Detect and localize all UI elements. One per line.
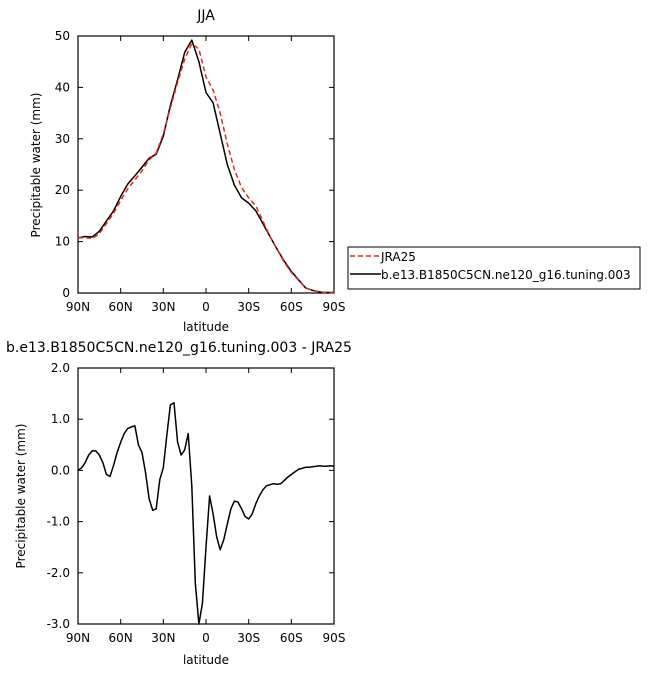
top-x-tick-label: 30S [237, 300, 260, 314]
bottom-chart-title: b.e13.B1850C5CN.ne120_g16.tuning.003 - J… [6, 340, 352, 356]
bottom-x-tick-label: 60S [280, 631, 303, 645]
bottom-ticks: 90N 60N 30N 0 30S 60S 90S -3.0 -2.0 -1.0 0.0 1.0 2.0 [47, 361, 346, 645]
bottom-x-tick-label: 0 [202, 631, 210, 645]
bottom-y-tick-label: -2.0 [47, 566, 70, 580]
top-x-tick-label: 60N [109, 300, 133, 314]
top-x-tick-label: 90N [66, 300, 90, 314]
bottom-x-axis-label: latitude [183, 653, 229, 667]
bottom-plot-frame [77, 367, 335, 625]
bottom-y-axis-label: Precipitable water (mm) [14, 424, 28, 569]
top-y-tick-label: 10 [55, 235, 70, 249]
top-y-tick-label: 30 [55, 132, 70, 146]
top-y-tick-label: 20 [55, 183, 70, 197]
top-x-tick-label: 0 [202, 300, 210, 314]
bottom-x-tick-label: 90S [323, 631, 346, 645]
bottom-y-tick-label: -1.0 [47, 515, 70, 529]
top-chart-title: JJA [196, 8, 215, 24]
top-series-line-0 [77, 42, 334, 294]
top-x-tick-label: 90S [323, 300, 346, 314]
bottom-x-tick-label: 60N [109, 631, 133, 645]
legend-label-model: b.e13.B1850C5CN.ne120_g16.tuning.003 [381, 268, 631, 282]
top-x-tick-label: 60S [280, 300, 303, 314]
top-y-tick-label: 0 [62, 286, 70, 300]
bottom-y-tick-label: 1.0 [51, 412, 70, 426]
bottom-x-tick-label: 30N [151, 631, 175, 645]
top-y-tick-label: 50 [55, 29, 70, 43]
bottom-y-tick-label: 2.0 [51, 361, 70, 375]
legend-label-jra25: JRA25 [380, 250, 416, 264]
top-x-axis-label: latitude [183, 320, 229, 334]
legend-box [347, 246, 641, 290]
bottom-x-tick-label: 90N [66, 631, 90, 645]
bottom-series-group [77, 402, 335, 625]
bottom-series-line-0 [77, 402, 335, 625]
bottom-y-tick-label: 0.0 [51, 463, 70, 477]
bottom-chart: b.e13.B1850C5CN.ne120_g16.tuning.003 - J… [6, 340, 352, 667]
legend: JRA25 b.e13.B1850C5CN.ne120_g16.tuning.0… [347, 246, 641, 290]
top-y-axis-label: Precipitable water (mm) [29, 93, 43, 238]
top-series-group [77, 39, 334, 294]
top-chart: JJA 90N 60N 30N 0 30S 60S 90S 0 10 20 30 40 50 latit… [29, 8, 345, 334]
top-x-tick-label: 30N [151, 300, 175, 314]
bottom-x-tick-label: 30S [237, 631, 260, 645]
top-ticks: 90N 60N 30N 0 30S 60S 90S 0 10 20 30 40 50 [55, 29, 346, 314]
bottom-y-tick-label: -3.0 [47, 617, 70, 631]
top-y-tick-label: 40 [55, 80, 70, 94]
